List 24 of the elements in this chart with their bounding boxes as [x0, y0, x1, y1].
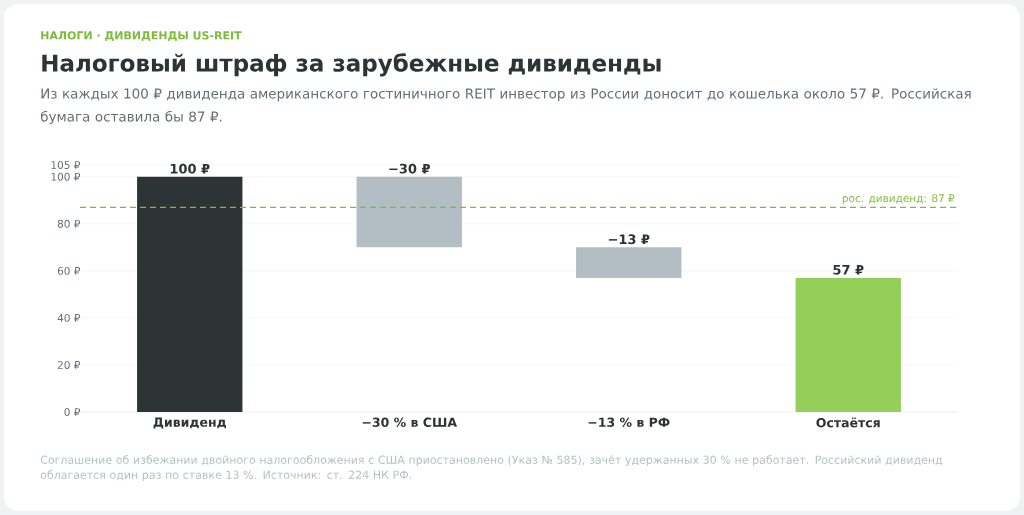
y-tick-label: 80 ₽ [57, 219, 81, 228]
x-tick-label: −30 % в США [362, 417, 458, 427]
x-tick-label: −13 % в РФ [588, 417, 670, 427]
y-tick-label: 105 ₽ [51, 161, 81, 169]
bar [795, 277, 901, 412]
y-tick-label: 0 ₽ [64, 408, 81, 416]
data-label: −30 ₽ [389, 163, 431, 174]
bar [137, 176, 243, 412]
bar [576, 247, 682, 278]
data-label: −13 ₽ [608, 234, 650, 245]
data-label: 100 ₽ [170, 163, 210, 174]
y-tick-label: 40 ₽ [57, 313, 81, 322]
ref-line-label: рос. дивиденд: 87 ₽ [842, 194, 955, 205]
x-tick-label: Остаётся [816, 417, 880, 428]
y-tick-label: 20 ₽ [57, 360, 81, 369]
chart-title: Налоговый штраф за зарубежные дивиденды [42, 53, 661, 77]
bar [356, 176, 462, 248]
y-tick-label: 100 ₽ [51, 172, 81, 181]
y-tick-label: 60 ₽ [57, 266, 81, 275]
text: НАЛОГИ · ДИВИДЕНДЫ US-REIT [41, 31, 242, 42]
chart-subtitle: Из каждых 100 ₽ дивиденда американского гостиничного REIT инвестор из России доносит до кошелька около 57 ₽. Российская бумага оставила бы 87 ₽. [40, 88, 971, 125]
data-label: 57 ₽ [833, 265, 864, 275]
text: Соглашение об избежании двойного налогообложения с США приостановлено (Указ № 585), зачёт удержанных 30 % не работает. Российский дивиденд облагается один раз по ставке 13 %. Источник: ст. 224 НК РФ. [40, 455, 943, 482]
x-tick-label: Дивиденд [153, 417, 226, 429]
